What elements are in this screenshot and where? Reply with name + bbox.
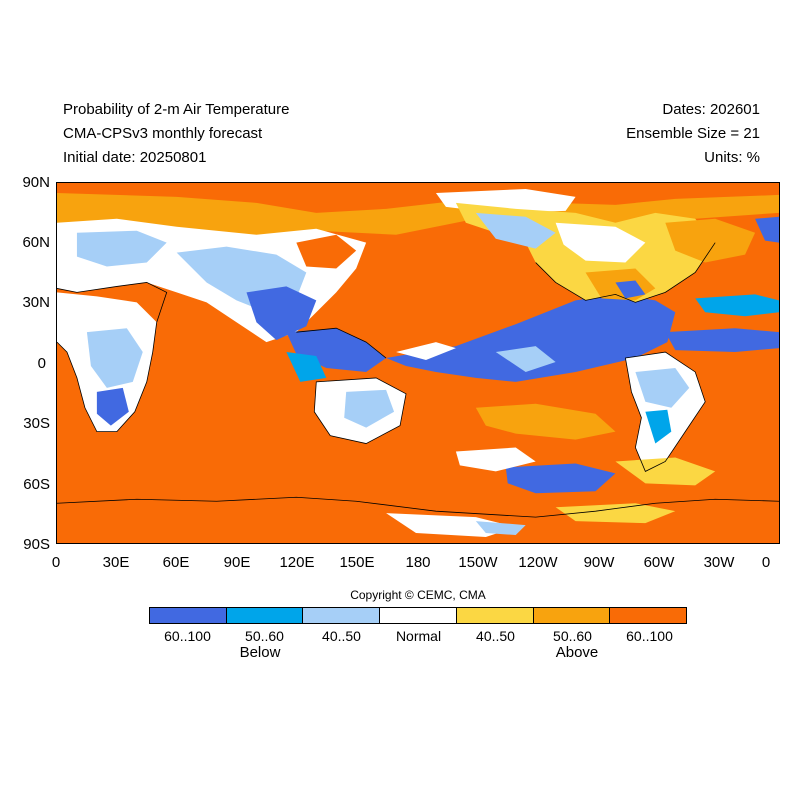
south-pacific-above-moderate — [475, 403, 616, 440]
africa-below-light — [86, 328, 143, 388]
legend-label-above-50-60: 50..60 — [553, 628, 592, 644]
pacific-cold-tongue — [386, 294, 676, 382]
color-legend — [149, 607, 687, 624]
map-plot-area — [56, 182, 780, 544]
legend-swatch-above-50-60 — [533, 608, 611, 623]
lon-label-30w: 30W — [703, 554, 735, 571]
canada-normal — [555, 222, 646, 263]
legend-label-normal: Normal — [395, 628, 442, 644]
ensemble-size: Ensemble Size = 21 — [626, 125, 760, 142]
initial-date: Initial date: 20250801 — [63, 149, 207, 166]
legend-swatch-normal — [380, 608, 457, 623]
legend-swatch-above-60-100 — [610, 608, 687, 623]
indonesia-below — [286, 352, 327, 382]
units: Units: % — [704, 149, 760, 166]
legend-swatch-above-40-50 — [456, 608, 534, 623]
copyright-text: Copyright © CEMC, CMA — [350, 588, 486, 602]
europe-below-light — [76, 230, 167, 267]
legend-label-above-40-50: 40..50 — [476, 628, 515, 644]
coastlines — [57, 242, 779, 518]
lat-label-60n: 60N — [22, 234, 50, 251]
lat-label-90s: 90S — [23, 536, 50, 553]
lon-label-180: 180 — [405, 554, 431, 571]
lat-label-60s: 60S — [23, 476, 50, 493]
lon-label-60e: 60E — [162, 554, 190, 571]
lat-label-30n: 30N — [22, 294, 50, 311]
tropical-atlantic-below — [665, 328, 779, 353]
lon-label-150w: 150W — [458, 554, 498, 571]
southern-atlantic-above-weak — [615, 457, 716, 486]
lon-label-120w: 120W — [518, 554, 558, 571]
lat-label-90n: 90N — [22, 174, 50, 191]
legend-label-above-60-100: 60..100 — [626, 628, 673, 644]
southern-ocean-below — [505, 463, 616, 494]
pacific-normal-patch — [396, 342, 456, 361]
gulf-below-strong — [615, 280, 646, 299]
south-america-below — [645, 409, 672, 444]
lon-label-120e: 120E — [279, 554, 315, 571]
atlantic-below — [695, 294, 779, 317]
lon-label-0-end: 0 — [761, 554, 771, 571]
africa-below-strong — [96, 387, 129, 426]
australia-below-light — [344, 389, 395, 428]
lat-label-0: 0 — [37, 355, 46, 372]
alaska-below-light — [475, 212, 556, 249]
antarctica-normal — [386, 513, 516, 538]
header-left: Probability of 2-m Air Temperature CMA-C… — [63, 98, 290, 170]
legend-group-below: Below — [239, 644, 281, 661]
lon-label-60w: 60W — [643, 554, 675, 571]
legend-swatch-below-50-60 — [226, 608, 304, 623]
map-title: Probability of 2-m Air Temperature — [63, 101, 290, 118]
lon-label-30e: 30E — [102, 554, 130, 571]
legend-swatch-below-60-100 — [150, 608, 227, 623]
antarctica-above-weak — [555, 503, 676, 524]
lat-label-30s: 30S — [23, 415, 50, 432]
legend-swatch-below-40-50 — [303, 608, 381, 623]
pacific-below-light — [495, 346, 556, 372]
antarctica-below-light — [475, 521, 526, 536]
legend-group-above: Above — [555, 644, 599, 661]
greenland-region — [665, 218, 756, 263]
lon-label-150e: 150E — [339, 554, 375, 571]
probability-map — [57, 183, 779, 543]
lon-label-0: 0 — [51, 554, 61, 571]
lon-label-90e: 90E — [223, 554, 251, 571]
east-asia-above — [296, 234, 357, 269]
asia-below-strong — [246, 286, 317, 341]
model-name: CMA-CPSv3 monthly forecast — [63, 125, 263, 142]
lon-label-90w: 90W — [583, 554, 615, 571]
amazon-below-light — [635, 367, 690, 408]
southern-ocean-normal — [455, 447, 536, 472]
legend-label-below-50-60: 50..60 — [245, 628, 284, 644]
header-right: Dates: 202601 Ensemble Size = 21 Units: … — [626, 98, 760, 170]
north-atlantic-below — [755, 216, 779, 243]
legend-label-below-60-100: 60..100 — [164, 628, 211, 644]
forecast-dates: Dates: 202601 — [662, 101, 760, 118]
legend-label-below-40-50: 40..50 — [322, 628, 361, 644]
